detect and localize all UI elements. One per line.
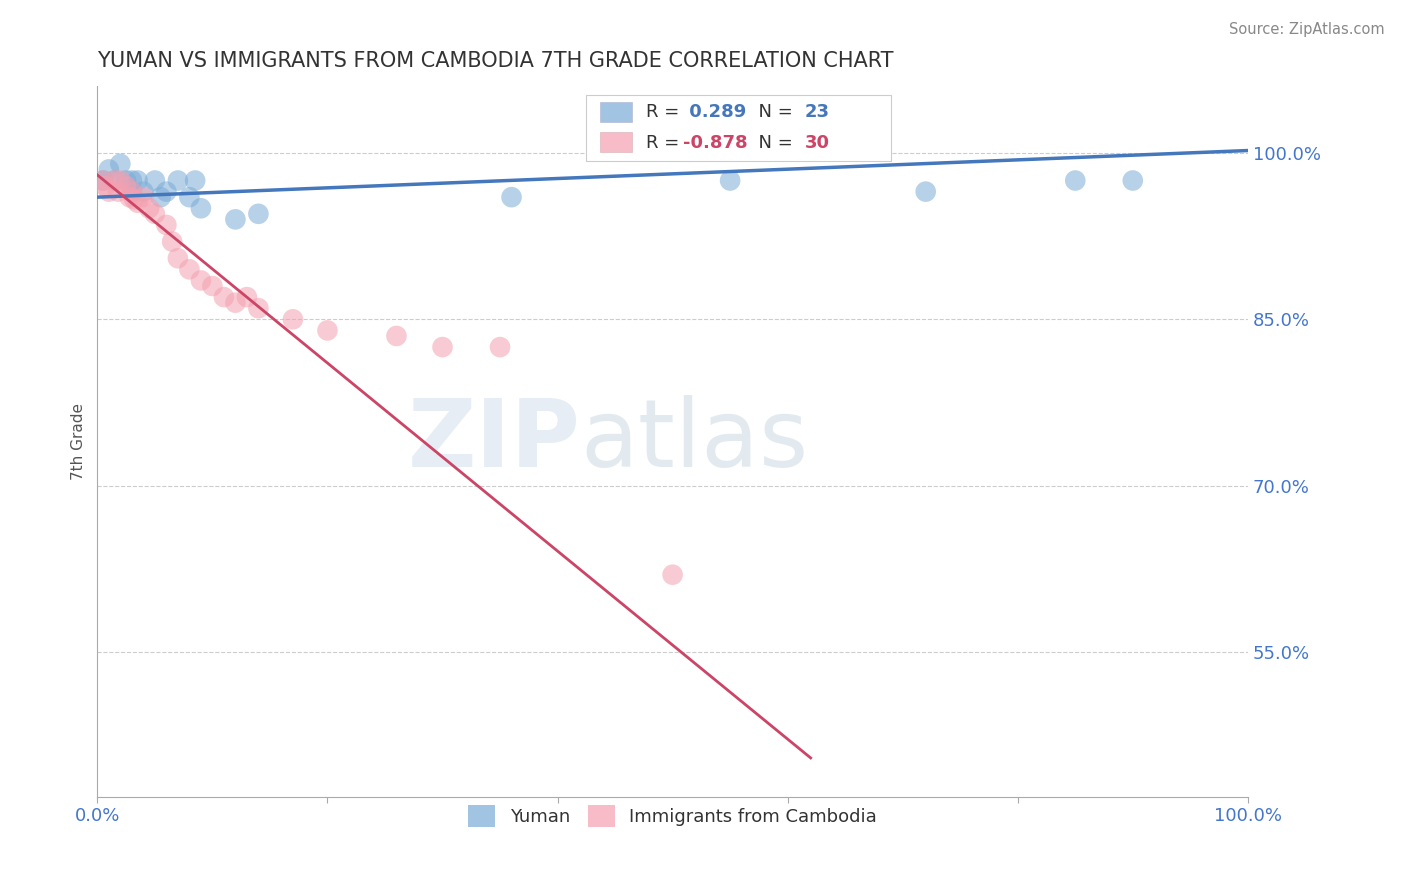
Point [247, 207, 270, 221]
Point [143, 207, 166, 221]
Point [121, 173, 143, 187]
Text: R =: R = [647, 103, 685, 121]
Point [94, 179, 117, 194]
Text: atlas: atlas [581, 395, 808, 487]
Legend: Yuman, Immigrants from Cambodia: Yuman, Immigrants from Cambodia [461, 797, 884, 834]
Point [1064, 173, 1087, 187]
Point [190, 273, 212, 287]
Point [385, 329, 408, 343]
Point [138, 201, 160, 215]
Point [115, 179, 138, 194]
Point [489, 340, 512, 354]
Text: 0.289: 0.289 [683, 103, 747, 121]
Point [91, 173, 114, 187]
FancyBboxPatch shape [600, 132, 633, 153]
FancyBboxPatch shape [600, 103, 633, 122]
Point [91, 173, 114, 187]
Point [149, 190, 172, 204]
Point [132, 190, 155, 204]
Point [167, 252, 190, 266]
Point [236, 290, 259, 304]
Point [121, 185, 143, 199]
Point [110, 173, 132, 187]
FancyBboxPatch shape [586, 95, 891, 161]
Point [201, 279, 224, 293]
Point [212, 290, 235, 304]
Point [97, 162, 120, 177]
Text: -0.878: -0.878 [683, 134, 748, 152]
Point [224, 212, 246, 227]
Point [97, 185, 120, 199]
Text: R =: R = [647, 134, 685, 152]
Text: 23: 23 [804, 103, 830, 121]
Point [718, 173, 741, 187]
Point [155, 218, 177, 232]
Point [160, 235, 183, 249]
Text: 30: 30 [804, 134, 830, 152]
Point [104, 173, 127, 187]
Text: N =: N = [748, 134, 799, 152]
Point [107, 185, 129, 199]
Point [122, 193, 145, 207]
Point [184, 173, 207, 187]
Text: YUMAN VS IMMIGRANTS FROM CAMBODIA 7TH GRADE CORRELATION CHART: YUMAN VS IMMIGRANTS FROM CAMBODIA 7TH GR… [97, 51, 894, 70]
Point [661, 567, 683, 582]
Point [914, 185, 936, 199]
Point [132, 185, 155, 199]
Point [179, 262, 201, 277]
Point [143, 173, 166, 187]
Text: ZIP: ZIP [408, 395, 581, 487]
Point [179, 190, 201, 204]
Point [104, 173, 127, 187]
Point [190, 201, 212, 215]
Point [110, 157, 132, 171]
Point [127, 195, 149, 210]
Point [501, 190, 523, 204]
Point [316, 323, 339, 337]
Point [121, 185, 143, 199]
Point [432, 340, 454, 354]
Y-axis label: 7th Grade: 7th Grade [72, 403, 86, 480]
Point [167, 173, 190, 187]
Point [1122, 173, 1144, 187]
Point [224, 295, 246, 310]
Point [127, 173, 149, 187]
Point [155, 185, 177, 199]
Point [115, 173, 138, 187]
Text: Source: ZipAtlas.com: Source: ZipAtlas.com [1229, 22, 1385, 37]
Text: N =: N = [748, 103, 799, 121]
Point [281, 312, 304, 326]
Point [247, 301, 270, 316]
Point [118, 190, 141, 204]
